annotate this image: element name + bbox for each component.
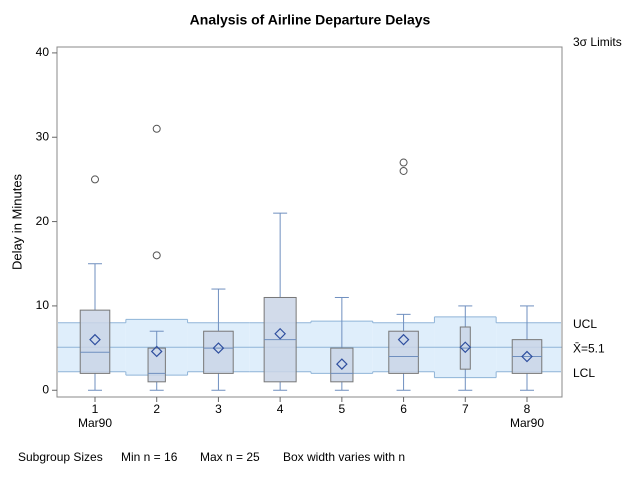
y-axis-label: Delay in Minutes xyxy=(9,173,24,270)
outlier xyxy=(91,175,99,184)
footer-min: Min n = 16 xyxy=(121,450,178,464)
mean-marker xyxy=(521,350,533,363)
footer-note: Box width varies with n xyxy=(283,450,405,464)
footer-label: Subgroup Sizes xyxy=(18,450,103,464)
outlier xyxy=(399,158,408,167)
x-tick-label: 2 xyxy=(153,402,160,416)
x-tick-label: 6 xyxy=(400,402,407,416)
y-tick-label: 0 xyxy=(42,382,49,396)
limits-label: 3σ Limits xyxy=(573,35,622,49)
x-tick-label: 8 xyxy=(524,402,531,416)
x-sublabel: Mar90 xyxy=(510,416,544,430)
y-tick-label: 30 xyxy=(36,129,50,143)
x-tick-label: 7 xyxy=(462,402,469,416)
y-tick-label: 10 xyxy=(36,298,50,312)
outlier xyxy=(399,166,408,175)
y-tick-label: 20 xyxy=(36,214,50,228)
mean-marker xyxy=(212,342,225,354)
box xyxy=(330,347,354,383)
mean-marker xyxy=(89,333,101,346)
outlier xyxy=(152,251,161,260)
mean-marker xyxy=(397,333,410,346)
center-label: X̄=5.1 xyxy=(573,341,605,355)
outlier xyxy=(152,124,161,133)
x-tick-label: 4 xyxy=(277,402,284,416)
x-tick-label: 3 xyxy=(215,402,222,416)
box xyxy=(388,330,419,374)
x-tick-label: 5 xyxy=(339,402,346,416)
chart-title: Analysis of Airline Departure Delays xyxy=(190,12,431,28)
lcl-label: LCL xyxy=(573,366,595,380)
mean-marker xyxy=(274,327,286,340)
ucl-label: UCL xyxy=(573,317,597,331)
footer-max: Max n = 25 xyxy=(200,450,260,464)
x-tick-label: 1 xyxy=(92,402,99,416)
mean-marker xyxy=(459,341,472,354)
x-sublabel: Mar90 xyxy=(78,416,112,430)
mean-marker xyxy=(336,358,348,370)
box xyxy=(79,309,111,374)
y-tick-label: 40 xyxy=(36,45,50,59)
box xyxy=(147,347,166,383)
mean-marker xyxy=(150,345,163,358)
